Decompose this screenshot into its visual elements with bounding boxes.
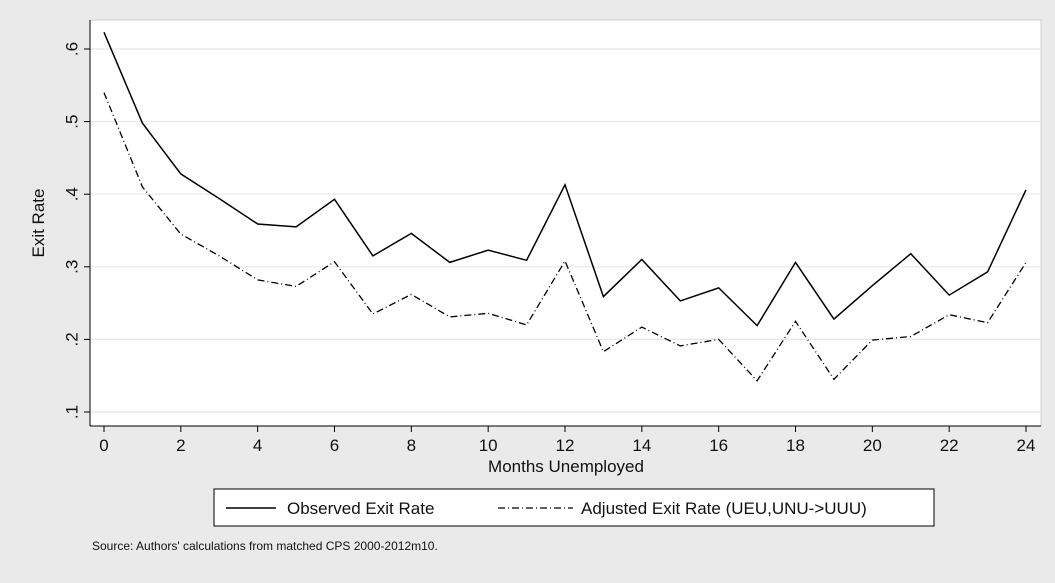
axes: .1.2.3.4.5.60 2 4 6 8 10 12 14 16 18 20 22 24 [63,20,1041,455]
x-tick-label: 10 [479,436,498,455]
gridlines [91,48,1040,413]
y-tick-label: .4 [63,187,82,201]
plot-area [89,19,1042,427]
legend: Observed Exit Rate Adjusted Exit Rate (U… [213,488,935,527]
x-tick-label: 20 [863,436,882,455]
x-tick-label: 24 [1017,436,1036,455]
x-tick-label: 22 [940,436,959,455]
y-tick-label: .6 [63,42,82,56]
x-tick-label: 0 [99,436,108,455]
x-tick-label: 16 [709,436,728,455]
y-tick-label: .2 [63,332,82,346]
x-tick-label: 4 [253,436,262,455]
legend-box [213,488,935,527]
y-axis-label: Exit Rate [29,189,48,258]
legend-label-adjusted: Adjusted Exit Rate (UEU,UNU->UUU) [581,499,867,518]
adjusted-exit-rate-line [103,92,1027,382]
observed-exit-rate-line [103,32,1027,327]
y-tick-label: .1 [63,405,82,419]
legend-label-observed: Observed Exit Rate [287,499,434,518]
x-axis-label: Months Unemployed [488,457,644,476]
y-tick-label: .5 [63,115,82,129]
x-tick-label: 12 [556,436,575,455]
x-tick-label: 14 [632,436,651,455]
x-tick-label: 18 [786,436,805,455]
source-note: Source: Authors' calculations from match… [92,539,438,553]
x-tick-label: 8 [407,436,416,455]
x-tick-label: 6 [330,436,339,455]
series-lines [103,32,1027,382]
x-tick-label: 2 [176,436,185,455]
y-tick-label: .3 [63,260,82,274]
